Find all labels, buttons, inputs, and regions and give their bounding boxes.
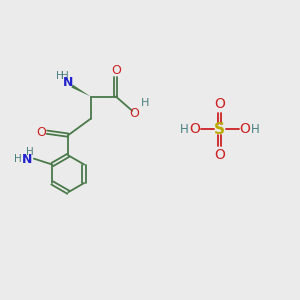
Text: O: O [36,126,46,139]
Text: S: S [214,122,225,137]
Text: H: H [180,123,189,136]
Text: O: O [190,122,201,136]
Text: N: N [22,153,32,166]
Text: N: N [63,76,74,89]
Text: O: O [214,97,225,111]
Text: H: H [251,123,260,136]
Text: H: H [61,71,69,81]
Polygon shape [71,85,91,97]
Text: O: O [130,106,140,120]
Text: H: H [26,147,34,157]
Text: O: O [239,122,250,136]
Text: O: O [111,64,121,77]
Text: H: H [140,98,149,108]
Text: O: O [214,148,225,162]
Text: H: H [56,71,64,81]
Text: H: H [14,154,22,164]
